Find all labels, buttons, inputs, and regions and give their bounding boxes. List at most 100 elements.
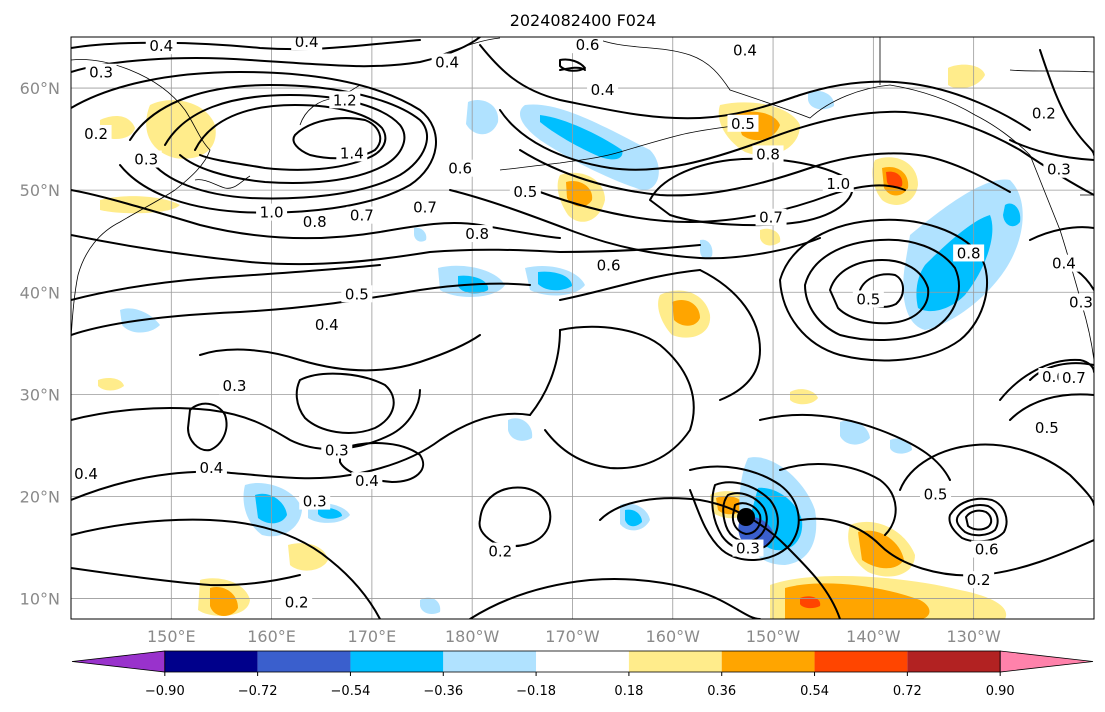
contour-label: 0.6 [593,256,625,275]
contour-label-bg [281,593,313,611]
shade-patch [420,597,441,614]
contour-label-bg [130,150,162,168]
lon-tick-label: 150°E [147,627,196,646]
contour-label: 0.8 [461,225,493,243]
contour-label-bg [336,144,368,162]
contour-line [469,578,761,619]
contour-line [479,44,1031,131]
contour-label-text: 0.6 [975,541,999,559]
contour-line [559,269,701,301]
contour-label-text: 0.2 [84,125,108,143]
contour-label-bg [346,206,378,224]
contour-line [1009,393,1094,421]
contour-line [71,264,381,301]
contour-line [71,518,381,619]
shade-patch [790,389,818,405]
colorbar-segment [628,651,722,672]
shade-patch [538,271,572,291]
contour-label-text: 0.4 [315,316,339,334]
shade-patch [760,228,781,246]
lon-tick-label: 130°W [946,627,1001,646]
shade-patch [1003,203,1021,227]
contour-line [759,413,951,481]
contour-line [804,238,960,342]
contour-label: 0.3 [85,64,117,82]
contour-label-bg [920,485,952,503]
contour-label-text: 0.3 [325,442,349,460]
contour-label-bg [145,37,177,55]
contour-label-bg [593,256,625,274]
contour-label: 0.7 [346,206,378,225]
contour-line [1039,49,1094,156]
contour-label: 0.7 [409,198,441,217]
contour-label-text: 0.4 [1052,255,1076,273]
map-frame [70,36,1095,620]
contour-label: 0.3 [732,539,764,558]
colorbar-tick-label: −0.90 [145,684,185,699]
contour-label-text: 0.4 [733,41,757,59]
contour-label-bg [329,91,361,109]
contour-label-bg [218,377,250,395]
colorbar-segment [814,651,908,672]
contour-line [689,465,800,562]
contour-label-bg [971,540,1003,558]
contour-label-text: 0.5 [924,485,948,503]
contour-label: 0.4 [729,41,761,59]
contour-label: 0.4 [587,81,619,99]
contour-label-bg [732,539,764,557]
contour-label-text: 1.0 [826,175,850,193]
lon-tick-label: 150°W [746,627,801,646]
contour-label-bg [852,290,884,308]
colorbar-tick-label: −0.18 [516,684,556,699]
contour-line [129,84,429,200]
shade-patch [414,227,427,242]
contour-line [519,149,1011,197]
contour-line [955,504,999,537]
shade-patch [625,509,642,527]
contour-line [71,412,531,501]
coastline-east-asia [71,59,211,341]
contour-label: 0.4 [311,315,343,334]
latitude-tick-labels: 60°N 50°N 40°N 30°N 20°N 10°N [20,79,60,609]
contour-label: 0.2 [963,571,995,589]
contour-label-bg [484,542,516,560]
contour-lines [71,37,1094,619]
contour-label: 1.0 [256,203,288,222]
contour-label-text: 0.6 [448,160,472,178]
contour-line [71,234,701,266]
contour-line [295,372,395,434]
contour-label: 0.7 [1058,369,1090,387]
contour-labels: 0.4 0.40.30.40.60.41.21.40.40.50.81.00.20… [71,37,1094,612]
contour-line [199,334,481,372]
contour-line [539,184,906,223]
contour-label-text: 1.4 [340,144,364,162]
contour-label: 0.5 [341,285,373,303]
contour-label-text: 0.5 [856,290,880,308]
lon-tick-label: 160°W [646,627,701,646]
colorbar-tick-label: −0.36 [423,684,463,699]
coastline-aleutians [499,124,741,171]
lat-tick-label: 40°N [20,283,60,302]
shade-patch [255,493,287,524]
contour-line [71,39,421,51]
shade-patch [210,586,238,617]
colorbar-tick-label: −0.72 [238,684,278,699]
contour-label-bg [299,212,331,230]
contour-label-bg [755,208,787,226]
colorbar: −0.90 −0.72 −0.54 −0.36 −0.18 0.18 0.36 0.54 0.7… [71,650,1094,699]
contour-label-bg [587,81,619,99]
contour-label-text: 1.0 [260,204,284,222]
contour-label-bg [444,159,476,177]
contour-line [187,402,228,452]
contour-label: 0.6 [572,37,604,54]
graticule [71,37,1094,619]
contour-label-bg [963,571,995,589]
shade-patch [840,420,870,445]
contour-line [449,189,821,260]
lon-tick-label: 140°W [846,627,901,646]
colorbar-segment [71,650,166,673]
lon-tick-label: 170°E [348,627,397,646]
contour-label-bg [291,37,323,51]
contour-label-bg [1028,104,1060,122]
shade-patch [948,64,985,89]
